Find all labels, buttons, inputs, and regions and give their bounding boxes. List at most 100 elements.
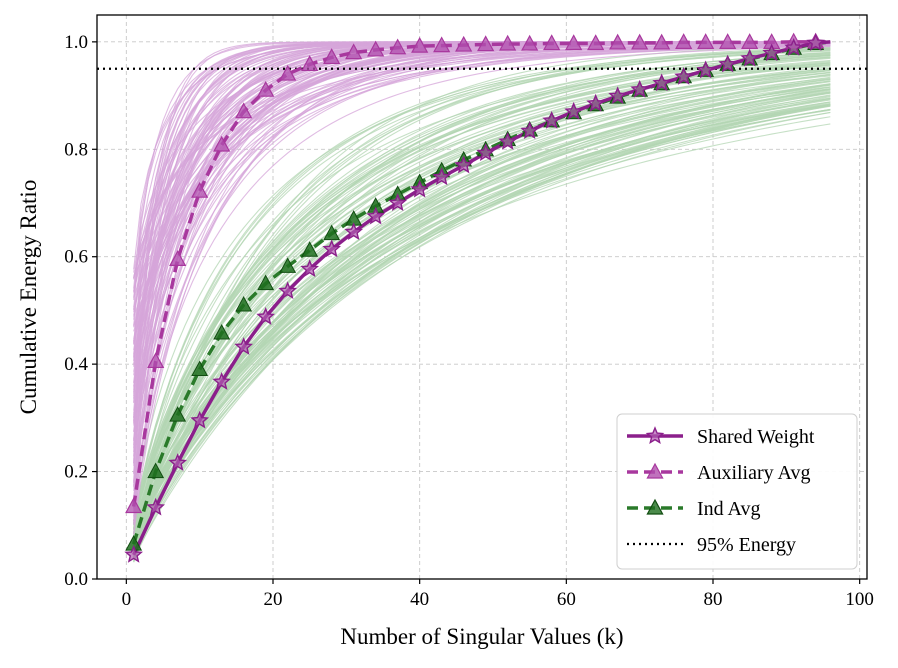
background-curve	[133, 79, 831, 535]
auxiliary-avg-marker	[675, 33, 693, 49]
shared-weight-marker	[432, 167, 452, 186]
auxiliary-avg-marker	[191, 181, 209, 198]
x-tick-label: 60	[557, 589, 576, 610]
shared-weight-marker	[300, 259, 320, 278]
auxiliary-avg-marker	[499, 34, 517, 51]
background-curve	[133, 75, 831, 537]
shared-weight-marker	[498, 131, 518, 150]
background-curve	[133, 105, 831, 535]
shared-weight-marker	[322, 239, 342, 258]
shared-weight-marker	[652, 73, 672, 92]
shared-weight-marker	[344, 222, 364, 240]
background-curve	[133, 101, 831, 550]
auxiliary-avg-marker	[323, 48, 341, 65]
shared-weight-marker	[740, 48, 760, 67]
auxiliary-avg-marker	[213, 135, 231, 152]
auxiliary-avg-marker	[587, 34, 605, 51]
auxiliary-avg-marker	[455, 35, 473, 52]
ind-avg-marker	[301, 241, 319, 257]
background-curve	[133, 43, 831, 327]
background-curve	[133, 46, 831, 535]
ind-avg-marker	[169, 406, 187, 422]
legend-swatch-marker	[646, 462, 664, 479]
shared-weight-marker	[278, 281, 298, 300]
shared-weight-marker	[168, 453, 188, 471]
auxiliary-avg-marker	[389, 38, 407, 55]
y-tick-label: 0.2	[64, 462, 88, 483]
axis-ticks: 0 20 40 60 80 100 0.0 0.2 0.4 0.6 0.8 1.0	[64, 32, 874, 610]
ind-avg-marker	[279, 257, 297, 273]
shared-weight-marker	[388, 193, 408, 211]
legend-box	[616, 413, 858, 570]
background-curve	[133, 98, 831, 562]
x-tick-label: 40	[410, 589, 429, 610]
plot-frame	[96, 14, 868, 580]
legend-label: Shared Weight	[697, 426, 815, 448]
x-tick-label: 100	[845, 589, 874, 610]
legend-item-shared-weight: Shared Weight	[627, 426, 815, 448]
ind-avg-marker	[147, 462, 165, 479]
shared-weight-marker	[718, 54, 738, 73]
y-tick-label: 0.0	[64, 569, 88, 590]
x-tick-label: 80	[704, 589, 723, 610]
background-curve	[133, 59, 831, 543]
auxiliary-avg-marker	[367, 40, 385, 57]
shared-weight-marker	[674, 66, 694, 85]
auxiliary-avg-marker	[169, 250, 187, 266]
background-curve	[133, 48, 831, 541]
legend-item-ind-avg: Ind Avg	[627, 498, 761, 520]
y-tick-label: 0.4	[64, 354, 88, 375]
background-curve	[133, 50, 831, 521]
legend-swatch-marker	[645, 426, 665, 444]
shared-weight-marker	[520, 121, 540, 139]
auxiliary-avg-marker	[521, 34, 539, 51]
ind-avg-marker	[191, 360, 209, 377]
auxiliary-avg-marker	[125, 497, 143, 514]
shared-weight-marker	[630, 79, 650, 98]
background-curve	[133, 63, 831, 560]
shared-weight-marker	[564, 101, 584, 120]
background-curve	[133, 47, 831, 548]
background-curve	[133, 88, 831, 528]
shared-weight-marker	[256, 307, 276, 325]
auxiliary-avg-marker	[653, 33, 671, 50]
background-curve	[133, 111, 831, 563]
shared-weight-marker	[806, 33, 826, 51]
series-markers	[124, 32, 826, 563]
auxiliary-avg-marker	[631, 33, 649, 50]
ind-avg-marker	[257, 274, 275, 291]
auxiliary-avg-marker	[719, 33, 737, 49]
y-axis-label: Cumulative Energy Ratio	[16, 180, 41, 415]
background-curve	[133, 44, 831, 365]
background-curve	[133, 91, 831, 522]
shared-weight-marker	[784, 37, 804, 56]
auxiliary-avg-marker	[565, 34, 583, 51]
auxiliary-avg-marker	[411, 36, 429, 53]
auxiliary-avg-marker	[235, 102, 253, 119]
legend-item-95-energy: 95% Energy	[627, 534, 796, 556]
ind-avg-marker	[235, 296, 253, 312]
background-curve	[133, 48, 831, 540]
background-curve	[133, 111, 831, 562]
background-curve	[133, 53, 831, 532]
background-curve	[133, 86, 831, 549]
legend-swatch-marker	[646, 498, 664, 515]
y-tick-label: 0.8	[64, 139, 88, 160]
background-curve	[133, 97, 831, 552]
shared-weight-marker	[124, 545, 144, 563]
auxiliary-avg-marker	[345, 43, 363, 60]
auxiliary-avg-marker	[697, 33, 715, 49]
auxiliary-avg-marker	[477, 35, 495, 52]
auxiliary-avg-marker	[279, 64, 297, 81]
background-curve	[133, 69, 831, 557]
auxiliary-avg-marker	[543, 34, 561, 51]
shared-weight-marker	[762, 43, 782, 62]
ind-avg-marker	[213, 323, 231, 340]
shared-weight-marker	[542, 110, 562, 129]
auxiliary-avg-marker	[257, 80, 275, 97]
shared-weight-marker	[454, 155, 474, 174]
shared-weight-marker	[234, 337, 254, 355]
shared-weight-marker	[190, 410, 210, 429]
legend: Shared Weight Auxiliary Avg Ind Avg 95% Ene…	[616, 413, 858, 570]
